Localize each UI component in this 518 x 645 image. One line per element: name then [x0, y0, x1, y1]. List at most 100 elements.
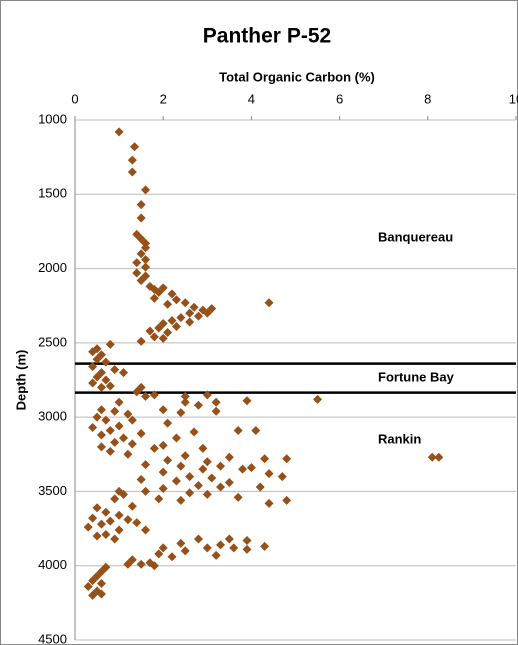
point	[92, 412, 102, 422]
point	[96, 442, 106, 452]
y-tick-label: 4500	[38, 631, 67, 645]
point	[193, 311, 203, 321]
point	[202, 543, 212, 553]
point	[105, 446, 115, 456]
point	[127, 167, 137, 177]
point	[130, 142, 140, 152]
point	[171, 295, 181, 305]
point	[154, 323, 164, 333]
point	[185, 488, 195, 498]
point	[277, 472, 287, 482]
point	[119, 433, 129, 443]
point	[96, 519, 106, 529]
point	[238, 464, 248, 474]
point	[216, 482, 226, 492]
point	[158, 483, 168, 493]
point	[88, 513, 98, 523]
point	[198, 443, 208, 453]
point	[110, 534, 120, 544]
point	[211, 397, 221, 407]
point	[176, 408, 186, 418]
point	[185, 308, 195, 318]
point	[163, 455, 173, 465]
annotation: Banquereau	[378, 229, 453, 244]
point	[242, 396, 252, 406]
point	[171, 433, 181, 443]
point	[224, 452, 234, 462]
point	[163, 327, 173, 337]
point	[246, 463, 256, 473]
point	[132, 518, 142, 528]
point	[96, 589, 106, 599]
y-tick-label: 3500	[38, 483, 67, 498]
y-tick-label: 2000	[38, 260, 67, 275]
point	[105, 339, 115, 349]
point	[145, 326, 155, 336]
point	[96, 430, 106, 440]
point	[101, 507, 111, 517]
point	[282, 495, 292, 505]
point	[136, 275, 146, 285]
point	[233, 426, 243, 436]
point	[167, 316, 177, 326]
point	[96, 382, 106, 392]
point	[141, 185, 151, 195]
point	[92, 531, 102, 541]
point	[123, 559, 133, 569]
point	[158, 467, 168, 477]
point	[149, 332, 159, 342]
point	[167, 552, 177, 562]
point	[119, 489, 129, 499]
point	[154, 494, 164, 504]
point	[167, 289, 177, 299]
point	[180, 391, 190, 401]
y-tick-label: 1500	[38, 186, 67, 201]
point	[123, 409, 133, 419]
point	[264, 298, 274, 308]
x-tick-label: 6	[336, 91, 343, 106]
point	[154, 549, 164, 559]
point	[251, 426, 261, 436]
y-axis-title: Depth (m)	[13, 350, 28, 411]
point	[110, 494, 120, 504]
point	[427, 452, 437, 462]
point	[123, 449, 133, 459]
point	[193, 534, 203, 544]
chart-title: Panther P-52	[203, 25, 331, 48]
point	[176, 495, 186, 505]
x-tick-label: 0	[71, 91, 78, 106]
y-tick-label: 1000	[38, 111, 67, 126]
point	[211, 550, 221, 560]
point	[105, 426, 115, 436]
point	[176, 313, 186, 323]
point	[119, 368, 129, 378]
point	[264, 469, 274, 479]
point	[132, 258, 142, 268]
point	[88, 590, 98, 600]
point	[282, 454, 292, 464]
x-tick-label: 8	[424, 91, 431, 106]
y-tick-label: 2500	[38, 334, 67, 349]
point	[101, 530, 111, 540]
point	[233, 492, 243, 502]
point	[242, 535, 252, 545]
x-tick-label: 2	[160, 91, 167, 106]
point	[101, 357, 111, 367]
point	[110, 406, 120, 416]
point	[202, 390, 212, 400]
point	[136, 213, 146, 223]
point	[141, 460, 151, 470]
point	[211, 406, 221, 416]
point	[96, 579, 106, 589]
point	[92, 354, 102, 364]
point	[123, 515, 133, 525]
point	[216, 461, 226, 471]
point	[207, 473, 217, 483]
point	[434, 452, 444, 462]
point	[163, 299, 173, 309]
point	[141, 486, 151, 496]
point	[185, 472, 195, 482]
x-tick-label: 10	[509, 91, 518, 106]
point	[193, 400, 203, 410]
